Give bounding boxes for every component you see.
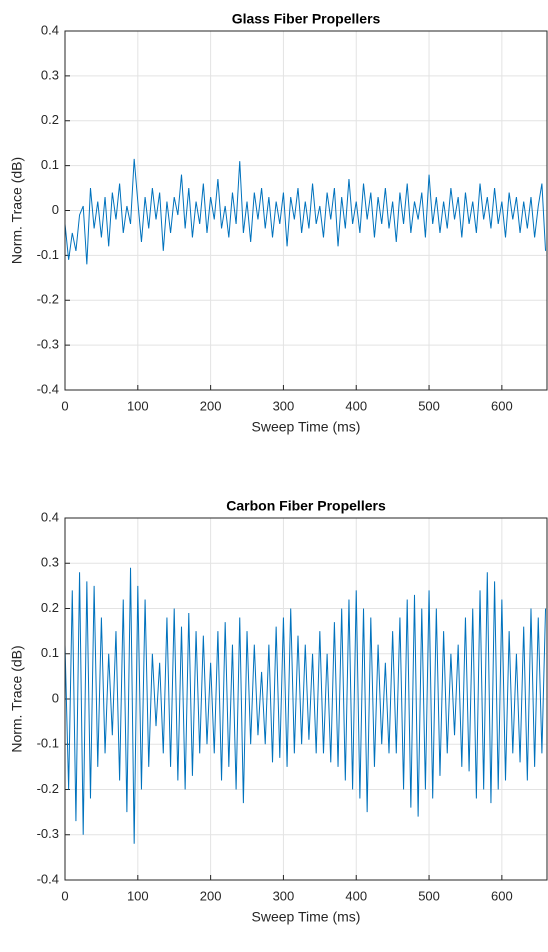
- y-axis-label: Norm. Trace (dB): [9, 157, 25, 264]
- x-tick-label: 600: [491, 398, 513, 413]
- x-tick-label: 500: [418, 888, 440, 903]
- x-tick-label: 500: [418, 398, 440, 413]
- y-tick-label: -0.3: [37, 337, 59, 352]
- data-line: [65, 158, 547, 265]
- y-tick-label: -0.2: [37, 292, 59, 307]
- x-tick-label: 400: [345, 398, 367, 413]
- y-tick-label: -0.2: [37, 781, 59, 796]
- x-tick-label: 0: [61, 398, 68, 413]
- x-tick-label: 300: [273, 888, 295, 903]
- y-tick-label: -0.4: [37, 381, 59, 396]
- x-tick-label: 100: [127, 398, 149, 413]
- data-line: [65, 567, 547, 844]
- x-axis-label: Sweep Time (ms): [252, 909, 361, 925]
- x-tick-label: 200: [200, 888, 222, 903]
- x-tick-label: 200: [200, 398, 222, 413]
- y-tick-label: 0.3: [41, 555, 59, 570]
- x-tick-label: 600: [491, 888, 513, 903]
- x-tick-label: 400: [345, 888, 367, 903]
- axes-box: [64, 517, 548, 881]
- chart-title: Carbon Fiber Propellers: [226, 498, 386, 514]
- y-tick-label: 0: [52, 202, 59, 217]
- y-tick-label: 0.2: [41, 112, 59, 127]
- x-tick-label: 300: [273, 398, 295, 413]
- y-tick-label: 0.2: [41, 600, 59, 615]
- x-axis-label: Sweep Time (ms): [252, 419, 361, 435]
- y-tick-label: 0.4: [41, 22, 59, 37]
- y-axis-label: Norm. Trace (dB): [9, 645, 25, 752]
- y-tick-label: -0.3: [37, 826, 59, 841]
- subplot: 0 100 200 300 400 500 600 -0.4 -0.3 -0.2 -0.1 0 0.1 0…: [9, 11, 548, 435]
- y-tick-label: -0.1: [37, 736, 59, 751]
- y-tick-label: 0: [52, 690, 59, 705]
- y-tick-label: 0.3: [41, 67, 59, 82]
- x-tick-label: 0: [61, 888, 68, 903]
- y-tick-label: 0.4: [41, 509, 59, 524]
- chart-title: Glass Fiber Propellers: [232, 11, 381, 27]
- y-tick-label: 0.1: [41, 157, 59, 172]
- subplot: 0 100 200 300 400 500 600 -0.4 -0.3 -0.2 -0.1 0 0.1 0…: [9, 498, 548, 925]
- y-tick-label: -0.1: [37, 247, 59, 262]
- x-tick-label: 100: [127, 888, 149, 903]
- y-tick-label: -0.4: [37, 871, 59, 886]
- y-tick-label: 0.1: [41, 645, 59, 660]
- axes-box: [64, 30, 548, 391]
